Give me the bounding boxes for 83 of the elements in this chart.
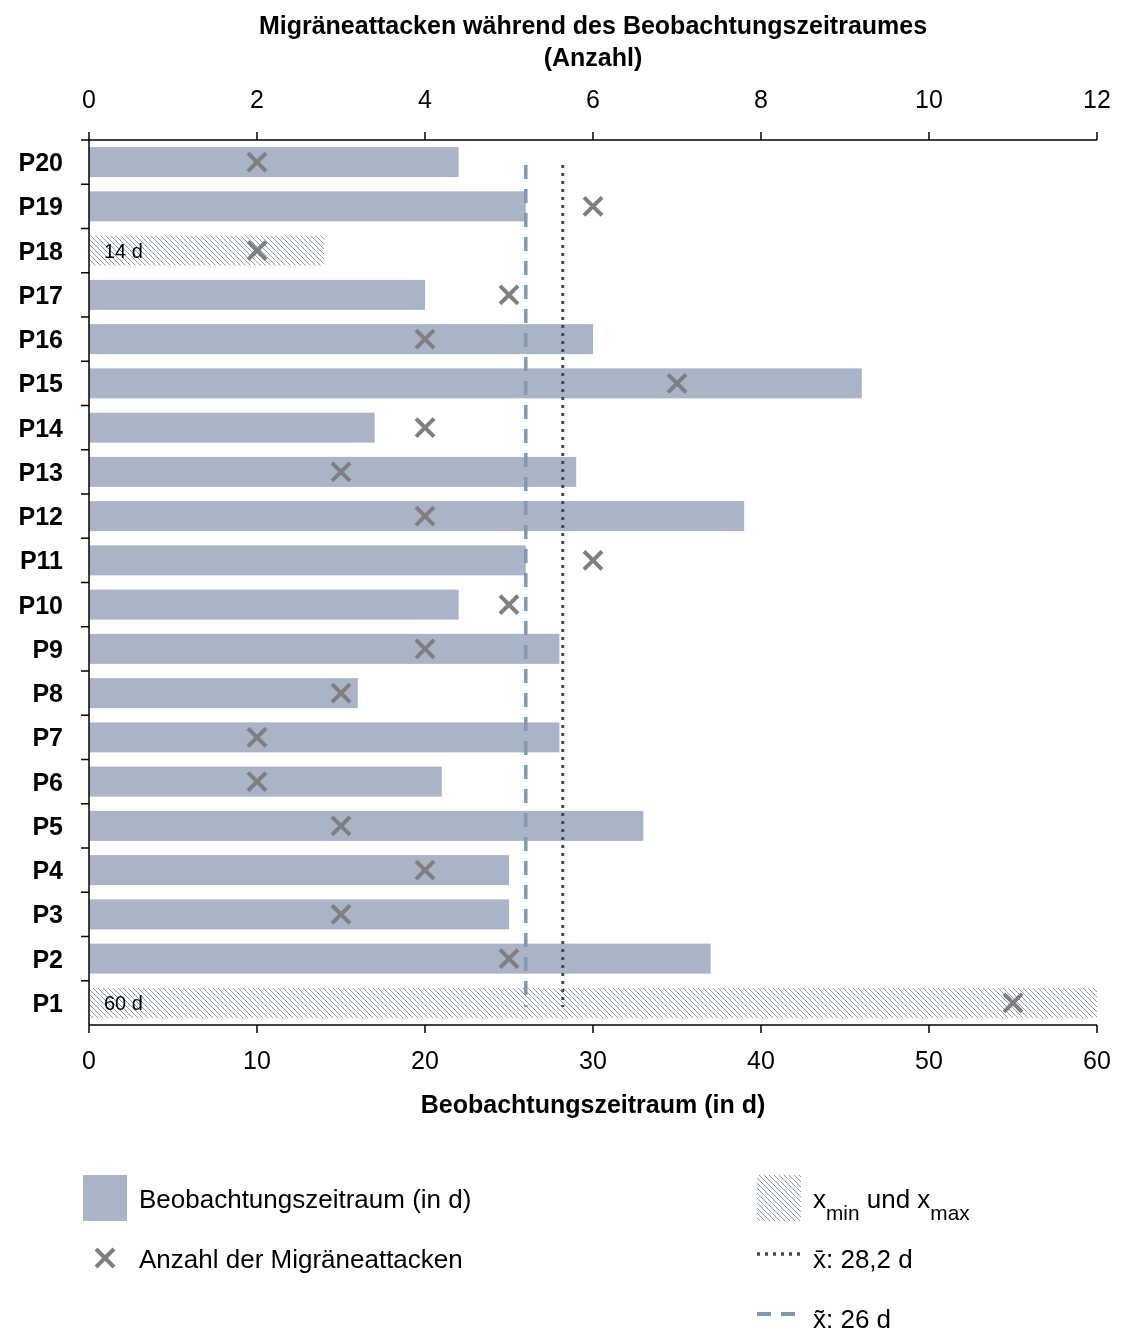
point — [414, 416, 436, 439]
x-tick-label: 40 — [747, 1046, 775, 1074]
bar — [89, 633, 560, 664]
point — [330, 460, 352, 483]
bar — [89, 147, 459, 178]
point — [582, 195, 604, 218]
legend-label: x$_{min}$ und x$_{max}$ — [813, 1184, 971, 1224]
bar — [89, 501, 745, 532]
legend-label: Anzahl der Migräneattacken — [139, 1244, 463, 1274]
point — [246, 239, 268, 262]
bar — [89, 899, 509, 930]
bar — [89, 368, 862, 399]
y-tick-label: P10 — [18, 590, 63, 619]
bar — [89, 855, 509, 886]
y-tick-label: P15 — [18, 369, 64, 398]
bar — [89, 722, 560, 753]
y-tick-label: P16 — [18, 325, 63, 354]
bar — [89, 766, 442, 797]
bar — [89, 279, 425, 310]
y-tick-label: P3 — [32, 900, 63, 929]
y-tick-label: P18 — [18, 236, 64, 265]
x2-axis-title: Migräneattacken während des Beobachtungszeitraumes (Anzahl) — [258, 11, 928, 71]
point — [330, 682, 352, 705]
point — [498, 593, 520, 616]
legend-label: x̄: 28,2 d — [813, 1244, 913, 1274]
point — [330, 814, 352, 837]
legend-label: Beobachtungszeitraum (in d) — [139, 1184, 472, 1214]
y-tick-label: P5 — [32, 811, 64, 840]
x2-tick-label: 10 — [915, 85, 943, 113]
data-label: 60 d — [104, 991, 143, 1014]
x2-tick-label: 2 — [250, 85, 264, 113]
point — [414, 637, 436, 660]
y-tick-label: P19 — [18, 192, 63, 221]
bar — [89, 324, 593, 355]
point — [498, 947, 520, 970]
point — [498, 283, 520, 306]
point — [246, 726, 268, 749]
x-axis-title: Beobachtungszeitraum (in d) — [420, 1090, 766, 1118]
y-tick-label: P1 — [32, 988, 64, 1017]
y-tick-label: P14 — [18, 413, 64, 442]
x2-tick-label: 0 — [82, 85, 96, 113]
y-tick-label: P12 — [18, 502, 63, 531]
point — [582, 549, 604, 572]
x2-tick-label: 12 — [1083, 85, 1111, 113]
bar — [89, 678, 358, 709]
y-tick-label: P13 — [18, 457, 63, 486]
point — [330, 903, 352, 926]
x-tick-label: 60 — [1083, 1046, 1111, 1074]
point — [414, 859, 436, 882]
y-tick-label: P20 — [18, 148, 63, 177]
x2-tick-label: 8 — [754, 85, 768, 113]
x-tick-label: 10 — [243, 1046, 271, 1074]
y-tick-label: P11 — [19, 546, 64, 575]
bar — [89, 987, 1097, 1018]
point — [246, 770, 268, 793]
y-tick-label: P17 — [18, 280, 63, 309]
y-tick-label: P8 — [32, 679, 64, 708]
legend-label: x̃: 26 d — [813, 1304, 892, 1332]
point — [414, 505, 436, 528]
point — [414, 328, 436, 351]
x2-tick-label: 6 — [586, 85, 600, 113]
x-tick-label: 20 — [411, 1046, 439, 1074]
y-tick-label: P4 — [32, 856, 64, 885]
bar — [89, 191, 526, 222]
x-tick-label: 50 — [915, 1046, 943, 1074]
y-tick-label: P9 — [32, 634, 63, 663]
bar — [89, 235, 325, 266]
x2-tick-label: 4 — [418, 85, 433, 113]
x-tick-label: 30 — [579, 1046, 607, 1074]
bar — [89, 589, 459, 620]
point — [1002, 991, 1024, 1014]
data-label: 14 d — [104, 239, 143, 262]
bar — [89, 810, 644, 841]
y-tick-label: P7 — [32, 723, 63, 752]
bar — [89, 456, 577, 487]
x-tick-label: 0 — [82, 1046, 96, 1074]
point — [666, 372, 688, 395]
bar — [89, 943, 711, 974]
y-tick-label: P6 — [32, 767, 63, 796]
point — [246, 151, 268, 174]
bar — [89, 545, 526, 576]
y-tick-label: P2 — [32, 944, 63, 973]
bar — [89, 412, 375, 443]
